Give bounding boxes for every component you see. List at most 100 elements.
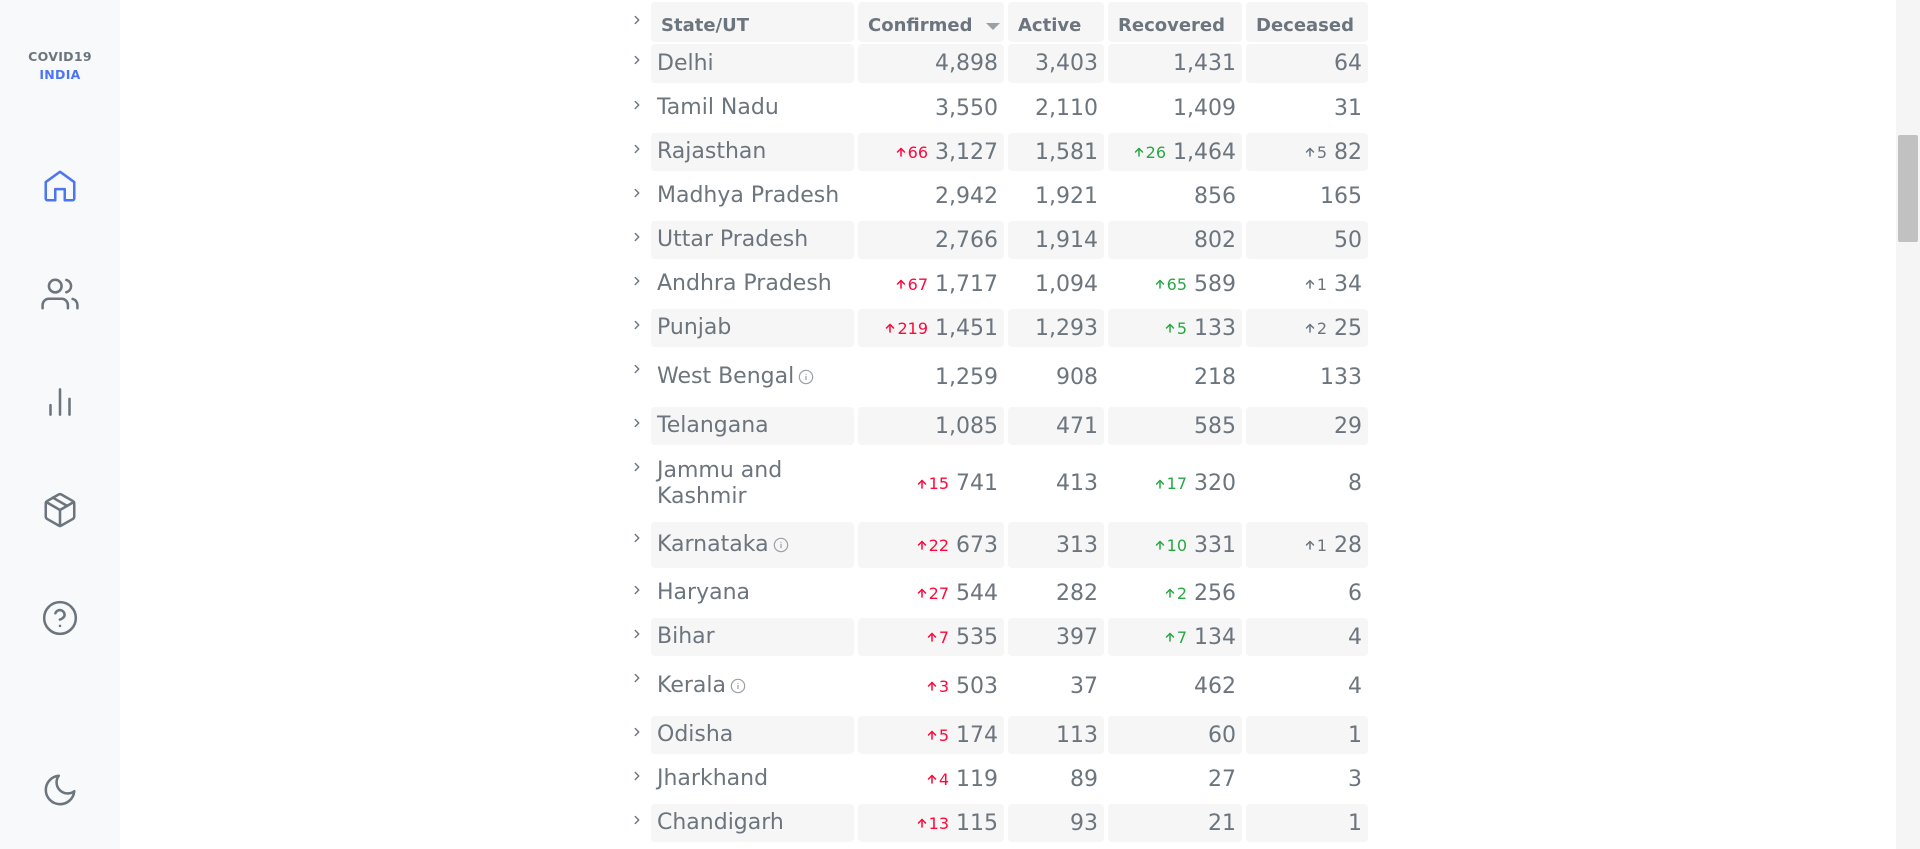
- state-cell[interactable]: Tamil Nadu: [651, 89, 854, 127]
- deceased-cell: 5 82: [1246, 133, 1368, 171]
- nav-faq[interactable]: [38, 596, 82, 640]
- table-row[interactable]: Delhi 4,898 3,403 1,431 64: [624, 44, 1368, 83]
- expand-row-button[interactable]: [624, 183, 650, 203]
- table-row[interactable]: Rajasthan 66 3,127 1,581 26 1,464 5 82: [624, 133, 1368, 171]
- state-cell[interactable]: Andhra Pradesh: [651, 265, 854, 303]
- table-row[interactable]: Odisha 5 174 113 60 1: [624, 716, 1368, 754]
- header-active[interactable]: Active: [1008, 2, 1104, 42]
- header-confirmed[interactable]: Confirmed: [858, 2, 1004, 42]
- state-cell[interactable]: Kerala: [651, 662, 854, 710]
- recovered-delta: 10: [1154, 536, 1187, 555]
- confirmed-value: 1,717: [935, 271, 998, 297]
- confirmed-delta-value: 67: [907, 274, 929, 294]
- info-icon[interactable]: [773, 537, 789, 553]
- nav-resources[interactable]: [38, 488, 82, 532]
- expand-row-button[interactable]: [624, 271, 650, 291]
- state-cell[interactable]: Telangana: [651, 407, 854, 445]
- expand-all-button[interactable]: [624, 10, 650, 30]
- expand-row-button[interactable]: [624, 139, 650, 159]
- confirmed-value: 741: [956, 471, 998, 496]
- active-value: 37: [1070, 673, 1098, 699]
- state-name: Bihar: [657, 624, 715, 649]
- scrollbar[interactable]: [1896, 0, 1920, 849]
- state-name: Rajasthan: [657, 139, 767, 164]
- table-row[interactable]: Haryana 27 544 282 2 256 6: [624, 574, 1368, 612]
- state-cell[interactable]: Bihar: [651, 618, 854, 656]
- state-cell[interactable]: Odisha: [651, 716, 854, 754]
- info-icon[interactable]: [798, 369, 814, 385]
- logo-line1: COVID19: [28, 49, 92, 64]
- expand-row-button[interactable]: [624, 457, 650, 477]
- table-row[interactable]: Andhra Pradesh 67 1,717 1,094 65 589 1 34: [624, 265, 1368, 303]
- active-value: 282: [1056, 580, 1098, 606]
- table-row[interactable]: Karnataka 22 673 313 10 331 1 28: [624, 522, 1368, 568]
- recovered-cell: 802: [1108, 221, 1242, 259]
- theme-toggle[interactable]: [38, 768, 82, 812]
- recovered-value: 331: [1194, 532, 1236, 558]
- state-cell[interactable]: Delhi: [651, 44, 854, 83]
- table-row[interactable]: Telangana 1,085 471 585 29: [624, 407, 1368, 445]
- confirmed-delta: 66: [895, 143, 928, 162]
- header-deceased[interactable]: Deceased: [1246, 2, 1368, 42]
- state-cell[interactable]: Karnataka: [651, 522, 854, 568]
- deceased-delta-value: 1: [1316, 535, 1327, 555]
- confirmed-delta: 22: [916, 536, 949, 555]
- expand-row-button[interactable]: [624, 359, 650, 379]
- table-row[interactable]: Uttar Pradesh 2,766 1,914 802 50: [624, 221, 1368, 259]
- expand-row-button[interactable]: [624, 722, 650, 742]
- expand-row-button[interactable]: [624, 95, 650, 115]
- expand-row-button[interactable]: [624, 580, 650, 600]
- expand-row-button[interactable]: [624, 315, 650, 335]
- state-cell[interactable]: Rajasthan: [651, 133, 854, 171]
- state-cell[interactable]: Jharkhand: [651, 760, 854, 798]
- table-row[interactable]: Bihar 7 535 397 7 134 4: [624, 618, 1368, 656]
- active-value: 397: [1056, 624, 1098, 650]
- expand-row-button[interactable]: [624, 624, 650, 644]
- active-value: 1,094: [1035, 271, 1098, 297]
- state-cell[interactable]: Haryana: [651, 574, 854, 612]
- table-row[interactable]: West Bengal 1,259 908 218 133: [624, 353, 1368, 401]
- expand-row-button[interactable]: [624, 668, 650, 688]
- recovered-delta-value: 65: [1166, 274, 1187, 294]
- expand-row-button[interactable]: [624, 50, 650, 70]
- state-cell[interactable]: Chandigarh: [651, 804, 854, 842]
- table-row[interactable]: Jharkhand 4 119 89 27 3: [624, 760, 1368, 798]
- deceased-value: 3: [1348, 766, 1362, 792]
- chevron-right-icon: [634, 188, 640, 198]
- info-icon[interactable]: [730, 678, 746, 694]
- app-logo[interactable]: COVID19 INDIA: [0, 48, 120, 84]
- table-row[interactable]: Chandigarh 13 115 93 21 1: [624, 804, 1368, 842]
- confirmed-value: 673: [956, 532, 998, 558]
- table-row[interactable]: Jammu and Kashmir 15 741 413 17 320 8: [624, 451, 1368, 516]
- expand-row-button[interactable]: [624, 528, 650, 548]
- state-cell[interactable]: Madhya Pradesh: [651, 177, 854, 215]
- nav-home[interactable]: [38, 164, 82, 208]
- table-row[interactable]: Punjab 219 1,451 1,293 5 133 2 25: [624, 309, 1368, 347]
- expand-row-button[interactable]: [624, 766, 650, 786]
- state-name: Jharkhand: [657, 766, 769, 791]
- state-cell[interactable]: West Bengal: [651, 353, 854, 401]
- deceased-value: 1: [1348, 810, 1362, 836]
- deceased-cell: 31: [1246, 89, 1368, 127]
- nav-users[interactable]: [38, 272, 82, 316]
- nav-charts[interactable]: [38, 380, 82, 424]
- expand-row-button[interactable]: [624, 413, 650, 433]
- chevron-right-icon: [634, 533, 640, 543]
- expand-row-button[interactable]: [624, 227, 650, 247]
- table-row[interactable]: Tamil Nadu 3,550 2,110 1,409 31: [624, 89, 1368, 127]
- state-cell[interactable]: Jammu and Kashmir: [651, 451, 854, 516]
- scrollbar-thumb[interactable]: [1898, 135, 1918, 242]
- header-state[interactable]: State/UT: [651, 2, 854, 42]
- deceased-value: 1: [1348, 722, 1362, 748]
- recovered-value: 856: [1194, 183, 1236, 209]
- header-recovered[interactable]: Recovered: [1108, 2, 1242, 42]
- state-cell[interactable]: Uttar Pradesh: [651, 221, 854, 259]
- active-value: 413: [1056, 471, 1098, 496]
- table-row[interactable]: Madhya Pradesh 2,942 1,921 856 165: [624, 177, 1368, 215]
- expand-row-button[interactable]: [624, 810, 650, 830]
- confirmed-delta-value: 27: [928, 583, 949, 603]
- table-row[interactable]: Kerala 3 503 37 462 4: [624, 662, 1368, 710]
- deceased-cell: 29: [1246, 407, 1368, 445]
- deceased-cell: 1: [1246, 804, 1368, 842]
- state-cell[interactable]: Punjab: [651, 309, 854, 347]
